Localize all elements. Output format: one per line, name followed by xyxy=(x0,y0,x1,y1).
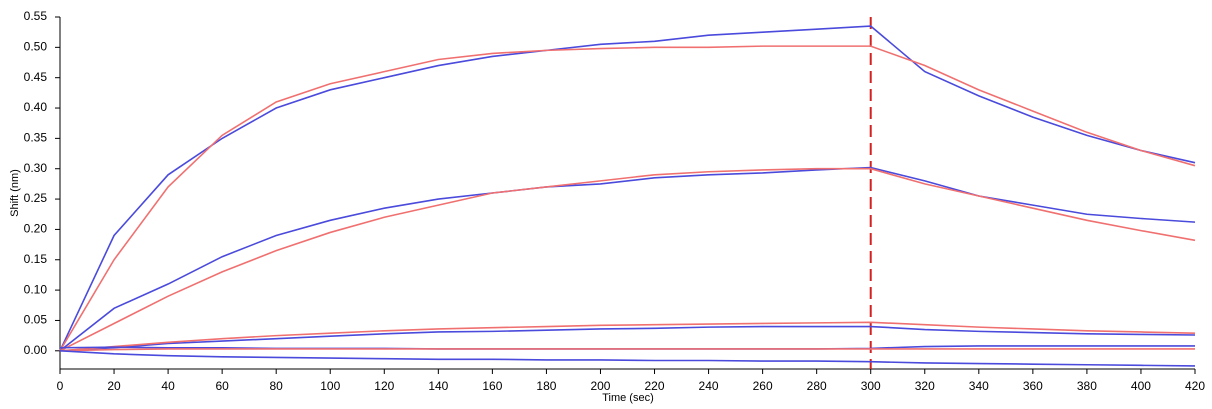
data-line xyxy=(59,325,1196,352)
y-tick-label: 0.45 xyxy=(24,70,48,84)
data-line xyxy=(59,349,1196,367)
data-line xyxy=(59,321,1196,352)
x-tick-label: 340 xyxy=(969,379,989,393)
x-tick-label: 20 xyxy=(107,379,121,393)
x-axis-title: Time (sec) xyxy=(602,392,654,404)
data-line xyxy=(59,348,1195,352)
data-line xyxy=(59,166,1196,352)
x-tick-label: 260 xyxy=(753,379,773,393)
x-tick-label: 400 xyxy=(1131,379,1151,393)
x-tick-label: 240 xyxy=(699,379,719,393)
x-tick-label: 40 xyxy=(161,379,175,393)
y-tick-label: 0.05 xyxy=(24,313,48,327)
x-tick-label: 320 xyxy=(915,379,935,393)
y-tick-label: 0.35 xyxy=(24,131,48,145)
x-tick-label: 120 xyxy=(374,379,394,393)
x-tick-label: 300 xyxy=(861,379,881,393)
x-tick-label: 160 xyxy=(482,379,502,393)
y-tick-label: 0.30 xyxy=(24,161,48,175)
x-tick-label: 80 xyxy=(270,379,284,393)
y-tick-label: 0.55 xyxy=(24,9,48,23)
x-tick-label: 140 xyxy=(428,379,448,393)
y-tick-label: 0.00 xyxy=(24,343,48,357)
x-tick-label: 280 xyxy=(807,379,827,393)
x-tick-label: 60 xyxy=(215,379,229,393)
x-tick-label: 0 xyxy=(57,379,64,393)
x-tick-label: 100 xyxy=(320,379,340,393)
y-tick-label: 0.10 xyxy=(24,282,48,296)
x-tick-label: 380 xyxy=(1077,379,1097,393)
x-tick-label: 220 xyxy=(645,379,665,393)
y-tick-label: 0.25 xyxy=(24,191,48,205)
x-tick-label: 180 xyxy=(536,379,556,393)
y-tick-label: 0.40 xyxy=(24,100,48,114)
data-line xyxy=(59,45,1196,352)
y-tick-label: 0.50 xyxy=(24,40,48,54)
x-tick-label: 200 xyxy=(590,379,610,393)
y-tick-label: 0.15 xyxy=(24,252,48,266)
y-tick-label: 0.20 xyxy=(24,222,48,236)
y-axis-title: Shift (nm) xyxy=(9,169,21,217)
x-tick-label: 360 xyxy=(1023,379,1043,393)
data-line xyxy=(59,167,1196,352)
data-line xyxy=(59,25,1196,352)
x-tick-label: 420 xyxy=(1185,379,1205,393)
